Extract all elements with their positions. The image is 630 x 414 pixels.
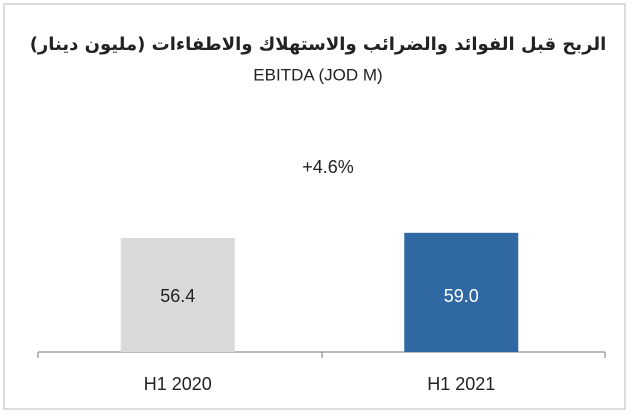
chart-subtitle: EBITDA (JOD M) bbox=[253, 65, 382, 84]
bar bbox=[404, 232, 519, 352]
value-label: 59.0 bbox=[444, 286, 479, 306]
chart-title: الربح قبل الفوائد والضرائب والاستهلاك وا… bbox=[30, 34, 607, 55]
bar bbox=[120, 238, 235, 352]
annotation: +4.6% bbox=[302, 157, 354, 177]
frame bbox=[3, 3, 626, 410]
x-tick-label: H1 2021 bbox=[427, 374, 495, 394]
x-tick-label: H1 2020 bbox=[144, 374, 212, 394]
value-label: 56.4 bbox=[160, 286, 195, 306]
